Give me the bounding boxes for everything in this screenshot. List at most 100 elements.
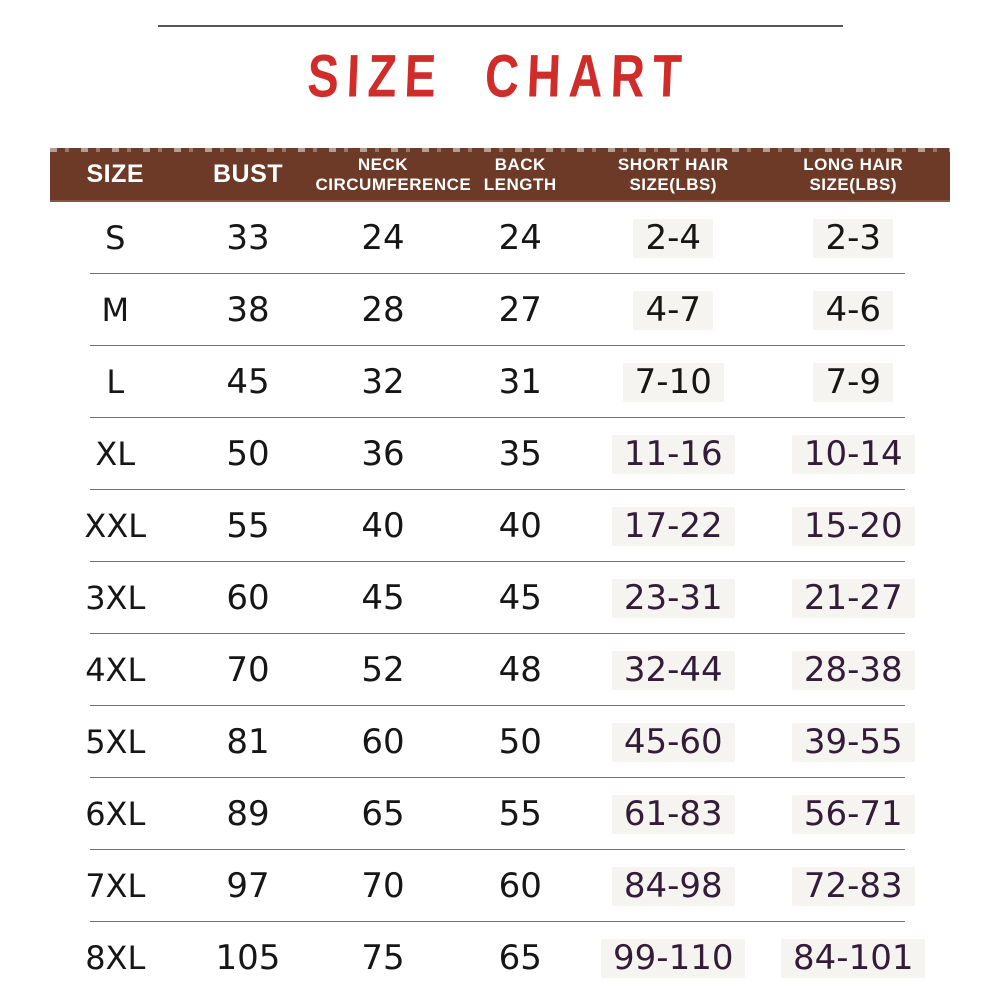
highlighted-value: 2-3 — [813, 218, 894, 259]
column-header-short-hair-size: SHORT HAIR SIZE(LBS) — [617, 154, 729, 194]
highlighted-value: 56-71 — [791, 794, 915, 835]
cell-short-hair-size: 23-31 — [590, 578, 757, 619]
cell-neck-circumference: 45 — [361, 578, 405, 618]
highlighted-value: 23-31 — [611, 578, 735, 619]
cell-back-length: 55 — [498, 794, 542, 834]
cell-back-length: 40 — [498, 506, 542, 546]
table-row-8xl: 8XL 105 75 65 99-110 84-101 — [50, 922, 950, 994]
highlighted-value: 17-22 — [611, 506, 735, 547]
cell-size: 5XL — [85, 723, 146, 761]
highlighted-value: 7-9 — [813, 362, 894, 403]
highlighted-value: 11-16 — [611, 434, 735, 475]
cell-neck-circumference: 40 — [361, 506, 405, 546]
highlighted-value: 10-14 — [791, 434, 915, 475]
table-row-7xl: 7XL 97 70 60 84-98 72-83 — [50, 850, 951, 923]
cell-short-hair-size: 84-98 — [590, 866, 757, 907]
highlighted-value: 45-60 — [611, 722, 735, 763]
cell-bust: 89 — [226, 794, 270, 834]
column-header-size: SIZE — [86, 160, 145, 189]
cell-back-length: 45 — [498, 578, 542, 618]
table-row-xl: XL 50 36 35 11-16 10-14 — [50, 418, 951, 491]
cell-short-hair-size: 61-83 — [590, 794, 757, 835]
cell-back-length: 24 — [498, 218, 542, 258]
table-row-4xl: 4XL 70 52 48 32-44 28-38 — [50, 634, 951, 707]
cell-short-hair-size: 32-44 — [590, 650, 757, 691]
table-row-6xl: 6XL 89 65 55 61-83 56-71 — [50, 778, 951, 851]
cell-size: M — [101, 291, 130, 329]
highlighted-value: 99-110 — [601, 938, 746, 979]
table-row-s: S 33 24 24 2-4 2-3 — [50, 202, 951, 275]
top-divider-line — [158, 25, 843, 27]
cell-long-hair-size: 10-14 — [757, 434, 951, 475]
highlighted-value: 15-20 — [791, 506, 915, 547]
cell-back-length: 50 — [498, 722, 542, 762]
cell-back-length: 48 — [498, 650, 542, 690]
table-row-l: L 45 32 31 7-10 7-9 — [50, 346, 951, 419]
cell-short-hair-size: 2-4 — [590, 218, 757, 259]
cell-neck-circumference: 36 — [361, 434, 405, 474]
cell-bust: 45 — [226, 362, 270, 402]
cell-size: XL — [95, 435, 136, 473]
cell-size: XXL — [84, 507, 147, 545]
cell-long-hair-size: 7-9 — [757, 362, 951, 403]
cell-back-length: 27 — [498, 290, 542, 330]
cell-long-hair-size: 84-101 — [757, 938, 951, 979]
highlighted-value: 28-38 — [791, 650, 915, 691]
cell-long-hair-size: 28-38 — [757, 650, 951, 691]
cell-size: 4XL — [85, 651, 146, 689]
cell-size: 7XL — [85, 867, 146, 905]
cell-bust: 50 — [226, 434, 270, 474]
cell-long-hair-size: 2-3 — [757, 218, 951, 259]
table-body: S 33 24 24 2-4 2-3 M 38 28 27 4-7 4-6 L 45 32 31 7-10 7-9… — [50, 202, 950, 994]
column-header-long-hair-size: LONG HAIR SIZE(LBS) — [803, 154, 904, 194]
cell-size: 3XL — [85, 579, 146, 617]
highlighted-value: 39-55 — [791, 722, 915, 763]
highlighted-value: 4-6 — [813, 290, 894, 331]
cell-long-hair-size: 72-83 — [757, 866, 951, 907]
cell-neck-circumference: 24 — [361, 218, 405, 258]
highlighted-value: 84-101 — [781, 938, 926, 979]
cell-long-hair-size: 21-27 — [757, 578, 951, 619]
cell-neck-circumference: 32 — [361, 362, 405, 402]
cell-short-hair-size: 17-22 — [590, 506, 757, 547]
cell-long-hair-size: 4-6 — [757, 290, 951, 331]
table-row-5xl: 5XL 81 60 50 45-60 39-55 — [50, 706, 951, 779]
cell-long-hair-size: 56-71 — [757, 794, 951, 835]
cell-bust: 105 — [215, 938, 281, 978]
cell-neck-circumference: 28 — [361, 290, 405, 330]
cell-size: 8XL — [85, 939, 146, 977]
cell-short-hair-size: 99-110 — [590, 938, 757, 979]
table-header-row: SIZE BUST NECK CIRCUMFERENCE BACK LENGTH SHORT… — [50, 148, 950, 202]
cell-bust: 33 — [226, 218, 270, 258]
cell-size: L — [106, 363, 125, 401]
cell-short-hair-size: 4-7 — [590, 290, 757, 331]
highlighted-value: 7-10 — [622, 362, 724, 403]
cell-short-hair-size: 7-10 — [590, 362, 757, 403]
cell-back-length: 31 — [498, 362, 542, 402]
column-header-bust: BUST — [212, 160, 284, 189]
cell-short-hair-size: 45-60 — [590, 722, 757, 763]
cell-back-length: 35 — [498, 434, 542, 474]
page-title: SIZE CHART — [306, 41, 691, 110]
highlighted-value: 2-4 — [633, 218, 714, 259]
cell-bust: 70 — [226, 650, 270, 690]
cell-short-hair-size: 11-16 — [590, 434, 757, 475]
cell-bust: 55 — [226, 506, 270, 546]
cell-neck-circumference: 65 — [361, 794, 405, 834]
cell-bust: 97 — [226, 866, 270, 906]
cell-long-hair-size: 39-55 — [757, 722, 951, 763]
cell-neck-circumference: 52 — [361, 650, 405, 690]
cell-back-length: 65 — [498, 938, 542, 978]
table-row-m: M 38 28 27 4-7 4-6 — [50, 274, 951, 347]
cell-back-length: 60 — [498, 866, 542, 906]
cell-size: S — [105, 219, 126, 257]
table-row-xxl: XXL 55 40 40 17-22 15-20 — [50, 490, 950, 563]
cell-neck-circumference: 75 — [361, 938, 405, 978]
column-header-neck-circumference: NECK CIRCUMFERENCE — [315, 154, 472, 194]
highlighted-value: 32-44 — [611, 650, 735, 691]
highlighted-value: 72-83 — [791, 866, 915, 907]
cell-bust: 38 — [226, 290, 270, 330]
size-table: SIZE BUST NECK CIRCUMFERENCE BACK LENGTH SHORT… — [50, 148, 950, 994]
highlighted-value: 4-7 — [633, 290, 714, 331]
